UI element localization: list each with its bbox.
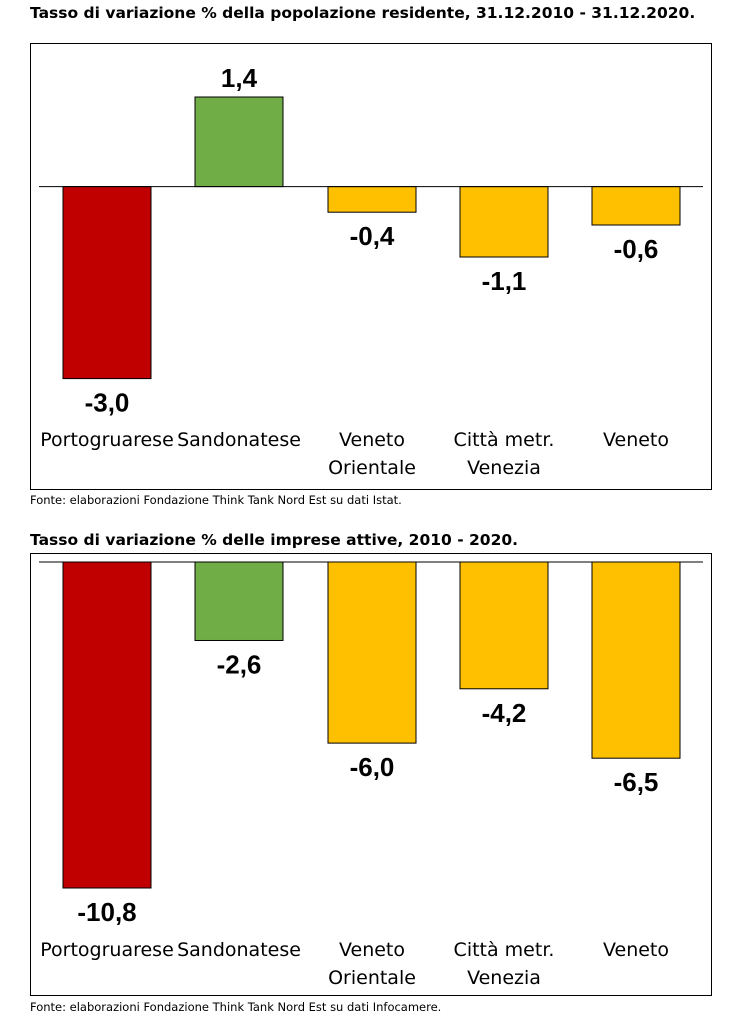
category-label-2: Veneto: [339, 429, 405, 451]
bar-3: [459, 561, 549, 690]
category-label-1: Sandonatese: [177, 939, 301, 961]
data-label-3: -4,2: [482, 698, 527, 728]
bar-chart-svg: -10,8 Portogruarese -2,6 Sandonatese -6,0 Ven…: [39, 561, 703, 989]
chart-plot-area: -10,8 Portogruarese -2,6 Sandonatese -6,0 Ven…: [30, 553, 712, 996]
data-label-0: -10,8: [77, 897, 136, 927]
data-label-3: -1,1: [482, 266, 527, 296]
category-label-1: Sandonatese: [177, 429, 301, 451]
source-note: Fonte: elaborazioni Fondazione Think Tan…: [30, 1000, 442, 1014]
bar-0: [62, 561, 152, 889]
category-label-3: Venezia: [467, 967, 541, 989]
category-label-3: Città metr.: [454, 429, 555, 451]
data-label-0: -3,0: [85, 388, 130, 418]
bar-2: [327, 186, 417, 213]
category-label-2: Veneto: [339, 939, 405, 961]
bar-0: [62, 186, 152, 380]
data-label-1: 1,4: [221, 63, 258, 93]
bar-3: [459, 186, 549, 258]
data-label-2: -0,4: [350, 221, 395, 251]
bar-4: [591, 561, 681, 759]
bar-1: [194, 561, 284, 641]
chart-plot-area: -3,0 Portogruarese 1,4 Sandonatese -0,4 Venet…: [30, 43, 712, 490]
data-label-4: -6,5: [614, 767, 659, 797]
category-label-0: Portogruarese: [40, 429, 174, 451]
category-label-0: Portogruarese: [40, 939, 174, 961]
bar-chart-svg: -3,0 Portogruarese 1,4 Sandonatese -0,4 Venet…: [39, 63, 703, 479]
data-label-4: -0,6: [614, 234, 659, 264]
bar-1: [194, 96, 284, 188]
chart-title: Tasso di variazione % della popolazione …: [30, 4, 696, 22]
data-label-2: -6,0: [350, 752, 395, 782]
bar-2: [327, 561, 417, 744]
category-label-2: Orientale: [328, 457, 416, 479]
category-label-3: Venezia: [467, 457, 541, 479]
chart-title: Tasso di variazione % delle imprese atti…: [30, 531, 519, 549]
source-note: Fonte: elaborazioni Fondazione Think Tan…: [30, 493, 402, 507]
category-label-4: Veneto: [603, 939, 669, 961]
category-label-3: Città metr.: [454, 939, 555, 961]
data-label-1: -2,6: [217, 649, 262, 679]
category-label-2: Orientale: [328, 967, 416, 989]
category-label-4: Veneto: [603, 429, 669, 451]
bar-4: [591, 186, 681, 226]
